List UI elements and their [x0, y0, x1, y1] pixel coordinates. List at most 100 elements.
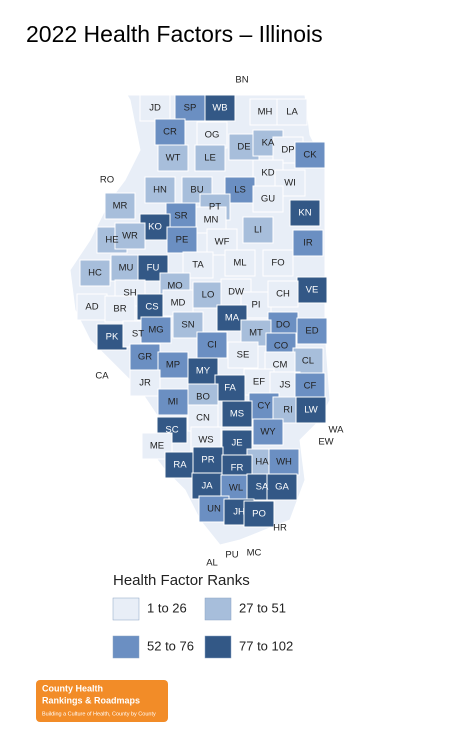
county-label: TA: [192, 260, 204, 271]
county-label: CM: [273, 360, 288, 371]
county: [267, 280, 299, 308]
county: [204, 94, 236, 122]
county-label: WR: [122, 231, 138, 242]
county-label: JA: [201, 481, 213, 492]
county-label: CO: [274, 341, 288, 352]
county-label: RI: [283, 405, 293, 416]
title: 2022 Health Factors – Illinois: [26, 21, 323, 47]
county-label: MY: [196, 366, 211, 377]
county-label: LS: [234, 185, 246, 196]
county-label: MI: [168, 397, 179, 408]
callout-label: MC: [247, 548, 262, 559]
county-label: UN: [207, 504, 221, 515]
county-label: HN: [153, 185, 167, 196]
county: [96, 323, 128, 351]
county-label: SH: [123, 288, 136, 299]
county: [104, 295, 136, 323]
county-label: WY: [260, 427, 276, 438]
county-label: VE: [306, 285, 319, 296]
county-label: WT: [166, 153, 181, 164]
county-label: GU: [261, 194, 275, 205]
county-label: DP: [281, 145, 294, 156]
legend-swatch: [204, 597, 232, 621]
county: [296, 317, 328, 345]
county: [192, 281, 224, 309]
county: [252, 418, 284, 446]
county: [157, 144, 189, 172]
county: [192, 446, 224, 474]
legend-swatch: [112, 597, 140, 621]
logo-box: [36, 680, 168, 722]
county-label: FO: [271, 258, 284, 269]
county-label: ME: [150, 441, 164, 452]
county: [141, 432, 173, 460]
county: [129, 343, 161, 371]
county: [154, 118, 186, 146]
county: [157, 351, 189, 379]
legend-label: 77 to 102: [239, 638, 293, 653]
county-label: JR: [139, 378, 151, 389]
county: [136, 293, 168, 321]
county-label: SA: [256, 482, 269, 493]
county: [276, 98, 308, 126]
county: [292, 229, 324, 257]
callout-label: CA: [95, 371, 109, 382]
callout-label: HR: [273, 523, 287, 534]
county-label: GA: [275, 482, 289, 493]
county: [187, 357, 219, 385]
county-label: DO: [276, 320, 290, 331]
county-label: JE: [231, 438, 242, 449]
county-label: PO: [252, 509, 266, 520]
callout-label: WA: [329, 425, 345, 436]
county: [144, 176, 176, 204]
county-label: LI: [254, 225, 262, 236]
county: [182, 251, 214, 279]
county-label: MR: [113, 201, 128, 212]
county-label: MD: [171, 298, 186, 309]
county-label: JH: [233, 507, 245, 518]
county: [194, 144, 226, 172]
county: [249, 98, 281, 126]
county-label: AD: [85, 302, 98, 313]
county-label: MP: [166, 360, 180, 371]
county-label: CN: [196, 413, 210, 424]
county-label: PK: [106, 332, 119, 343]
county-label: MA: [225, 313, 240, 324]
county-label: MO: [167, 281, 182, 292]
county: [266, 473, 298, 501]
county: [295, 396, 327, 424]
county-label: CH: [276, 289, 290, 300]
county: [221, 400, 253, 428]
county-label: CY: [257, 401, 271, 412]
county-label: KO: [148, 222, 162, 233]
county: [76, 293, 108, 321]
county-label: EF: [253, 377, 265, 388]
county-label: MS: [230, 409, 244, 420]
legend-title: Health Factor Ranks: [113, 572, 250, 589]
county-label: HA: [255, 457, 269, 468]
county-label: BR: [113, 304, 126, 315]
county-label: BU: [190, 185, 203, 196]
county-label: MN: [204, 215, 219, 226]
county-label: BO: [196, 392, 210, 403]
county-label: FA: [224, 383, 236, 394]
county-label: CR: [163, 127, 177, 138]
county-label: SP: [184, 103, 197, 114]
county: [243, 500, 275, 528]
county-label: JD: [149, 103, 161, 114]
county-label: RA: [173, 460, 187, 471]
county-label: DW: [228, 287, 244, 298]
logo-line: County Health: [42, 683, 103, 693]
county-label: WS: [198, 435, 213, 446]
county-label: SC: [165, 425, 178, 436]
county-label: CL: [302, 356, 314, 367]
county-label: CI: [207, 340, 217, 351]
county-label: IR: [303, 238, 313, 249]
legend-label: 27 to 51: [239, 600, 286, 615]
county-label: PI: [252, 300, 261, 311]
county-label: CF: [304, 381, 317, 392]
county-label: WL: [229, 483, 243, 494]
county: [289, 199, 321, 227]
county-label: LE: [204, 153, 216, 164]
